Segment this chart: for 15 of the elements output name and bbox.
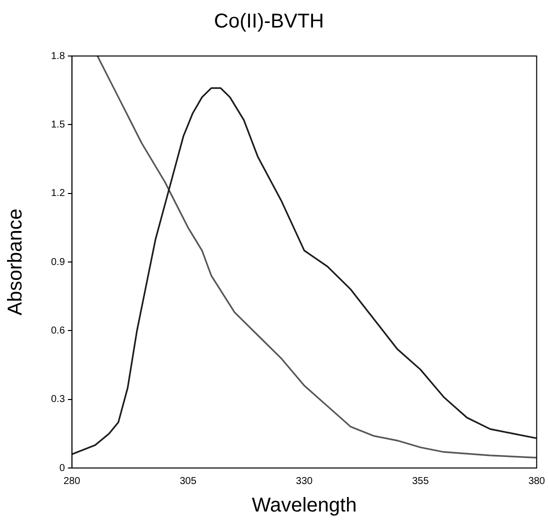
y-tick-label: 1.2	[50, 188, 66, 200]
y-tick-label: 0	[59, 462, 66, 474]
y-tick-label: 1.8	[50, 50, 66, 62]
y-tick-label: 0.3	[50, 394, 66, 406]
y-tick-label: 0.6	[50, 325, 66, 336]
x-tick-label: 280	[64, 476, 81, 487]
x-tick-label: 355	[412, 476, 430, 487]
y-tick-label: 0.9	[50, 256, 66, 268]
y-tick-label: 1.5	[50, 119, 66, 130]
chart-title: Co(II)-BVTH	[214, 10, 324, 33]
x-axis-title: Wavelength	[252, 494, 357, 517]
x-tick-label: 305	[180, 476, 197, 487]
x-tick-label: 330	[296, 476, 314, 487]
x-tick-label: 380	[528, 476, 546, 487]
y-axis-title: Absorbance	[4, 208, 27, 316]
